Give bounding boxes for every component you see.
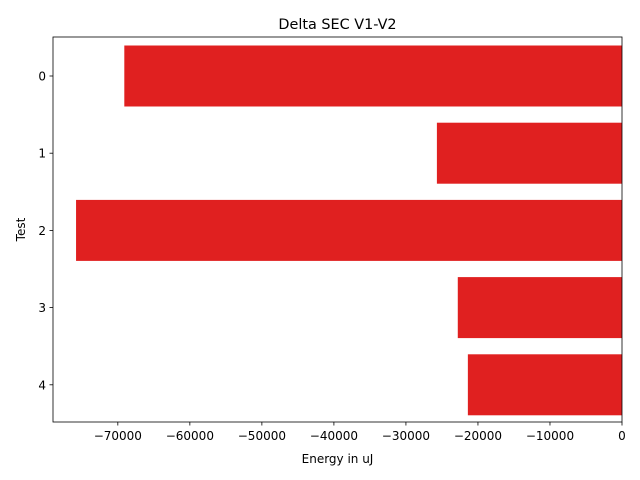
y-tick-label: 2 [38, 224, 46, 238]
x-tick-label: −50000 [238, 429, 286, 443]
bar-test-1 [436, 122, 622, 184]
x-tick-label: −60000 [166, 429, 214, 443]
x-tick-label: 0 [618, 429, 626, 443]
x-tick-label: −40000 [310, 429, 358, 443]
x-axis-label: Energy in uJ [302, 452, 374, 466]
y-tick-label: 1 [38, 147, 46, 161]
y-axis-ticks: 0 1 2 3 4 [38, 70, 53, 392]
bars-group [76, 45, 623, 416]
bar-test-0 [124, 45, 623, 107]
chart-title: Delta SEC V1-V2 [278, 17, 396, 33]
bar-test-3 [457, 277, 622, 339]
x-tick-label: −10000 [526, 429, 574, 443]
x-tick-label: −30000 [382, 429, 430, 443]
y-tick-label: 4 [38, 378, 46, 392]
x-tick-label: −20000 [454, 429, 502, 443]
plot-frame [52, 36, 623, 423]
y-tick-label: 0 [38, 70, 46, 84]
y-tick-label: 3 [38, 301, 46, 315]
bar-test-2 [76, 199, 623, 261]
bar-test-4 [467, 354, 622, 416]
y-axis-label: Test [14, 217, 28, 242]
x-tick-label: −70000 [94, 429, 142, 443]
x-axis-ticks: −70000 −60000 −50000 −40000 −30000 −20000 −100… [94, 422, 626, 443]
